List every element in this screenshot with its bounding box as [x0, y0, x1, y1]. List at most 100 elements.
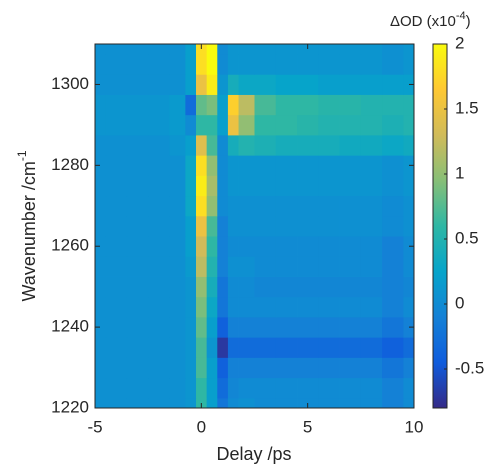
- heat-cell: [275, 175, 298, 197]
- heat-cell: [238, 94, 255, 116]
- heat-cell: [148, 54, 170, 75]
- y-tick-label: 1300: [51, 74, 89, 93]
- heat-cell: [185, 135, 197, 156]
- heat-cell: [126, 175, 149, 197]
- heat-cell: [382, 276, 404, 298]
- heat-cell: [254, 296, 277, 318]
- heat-cell: [238, 155, 255, 176]
- heat-cell: [238, 74, 255, 95]
- heat-cell: [126, 397, 149, 409]
- heat-cell: [339, 357, 362, 379]
- heat-cell: [169, 215, 186, 237]
- heat-cell: [105, 317, 128, 338]
- heat-cell: [95, 175, 107, 197]
- heat-cell: [382, 236, 404, 257]
- heat-cell: [95, 44, 107, 55]
- heat-cell: [95, 94, 107, 116]
- heat-cell: [126, 236, 149, 257]
- heat-cell: [254, 377, 277, 399]
- heat-cell: [254, 397, 277, 409]
- heat-cell: [196, 236, 208, 257]
- heat-cell: [275, 44, 298, 55]
- heat-cell: [148, 377, 170, 399]
- heat-cell: [148, 94, 170, 116]
- heat-cell: [185, 44, 197, 55]
- heat-cell: [275, 215, 298, 237]
- heat-cell: [217, 135, 229, 156]
- heat-cell: [196, 377, 208, 399]
- heat-cell: [196, 195, 208, 217]
- heat-cell: [297, 296, 319, 318]
- heat-cell: [185, 357, 197, 379]
- heat-cell: [126, 215, 149, 237]
- heat-cell: [95, 54, 107, 75]
- heat-cell: [339, 155, 362, 176]
- heat-cell: [238, 317, 255, 338]
- heat-cell: [318, 236, 340, 257]
- heat-cell: [339, 276, 362, 298]
- heat-cell: [169, 114, 186, 136]
- heat-cell: [238, 114, 255, 136]
- heat-cell: [196, 276, 208, 298]
- heat-cell: [360, 397, 383, 409]
- heat-cell: [126, 74, 149, 95]
- heat-cell: [105, 337, 128, 358]
- heat-cell: [185, 397, 197, 409]
- heat-cell: [126, 114, 149, 136]
- heat-cell: [403, 337, 415, 358]
- heat-cell: [238, 135, 255, 156]
- heat-cell: [126, 377, 149, 399]
- heat-cell: [403, 256, 415, 277]
- heat-cell: [297, 357, 319, 379]
- heat-cell: [206, 256, 218, 277]
- heat-cell: [238, 175, 255, 197]
- heat-cell: [169, 377, 186, 399]
- heat-cell: [403, 94, 415, 116]
- heat-cell: [360, 175, 383, 197]
- heat-cell: [105, 44, 128, 55]
- heat-cell: [126, 296, 149, 318]
- heat-cell: [126, 256, 149, 277]
- heat-cell: [206, 377, 218, 399]
- heat-cell: [227, 296, 239, 318]
- heat-cell: [403, 74, 415, 95]
- heat-cell: [360, 94, 383, 116]
- heat-cell: [318, 296, 340, 318]
- heat-cell: [169, 256, 186, 277]
- heat-cell: [254, 44, 277, 55]
- heat-cell: [403, 195, 415, 217]
- x-tick-label: 0: [197, 417, 206, 436]
- heat-cell: [339, 195, 362, 217]
- heat-cell: [206, 44, 218, 55]
- heat-cell: [227, 195, 239, 217]
- heat-cell: [148, 74, 170, 95]
- heat-cell: [382, 54, 404, 75]
- heat-cell: [185, 114, 197, 136]
- heat-cell: [238, 215, 255, 237]
- heat-cell: [318, 195, 340, 217]
- heat-cell: [360, 54, 383, 75]
- heat-cell: [126, 54, 149, 75]
- colorbar-label-end: ): [466, 13, 471, 30]
- heat-cell: [238, 357, 255, 379]
- y-tick-label: 1220: [51, 397, 89, 416]
- heat-cell: [227, 377, 239, 399]
- heat-cell: [403, 317, 415, 338]
- heat-cell: [297, 54, 319, 75]
- heat-cell: [126, 276, 149, 298]
- x-tick-label: 10: [405, 417, 424, 436]
- heat-cell: [403, 215, 415, 237]
- heat-cell: [339, 397, 362, 409]
- heat-cell: [238, 397, 255, 409]
- heat-cell: [275, 337, 298, 358]
- heat-cell: [254, 155, 277, 176]
- heat-cell: [297, 377, 319, 399]
- heat-cell: [196, 44, 208, 55]
- heat-cell: [297, 155, 319, 176]
- heat-cell: [275, 74, 298, 95]
- heat-cell: [382, 357, 404, 379]
- heat-cell: [254, 357, 277, 379]
- heat-cell: [105, 54, 128, 75]
- heat-cell: [275, 296, 298, 318]
- colorbar-tick-label: 0.5: [455, 228, 479, 247]
